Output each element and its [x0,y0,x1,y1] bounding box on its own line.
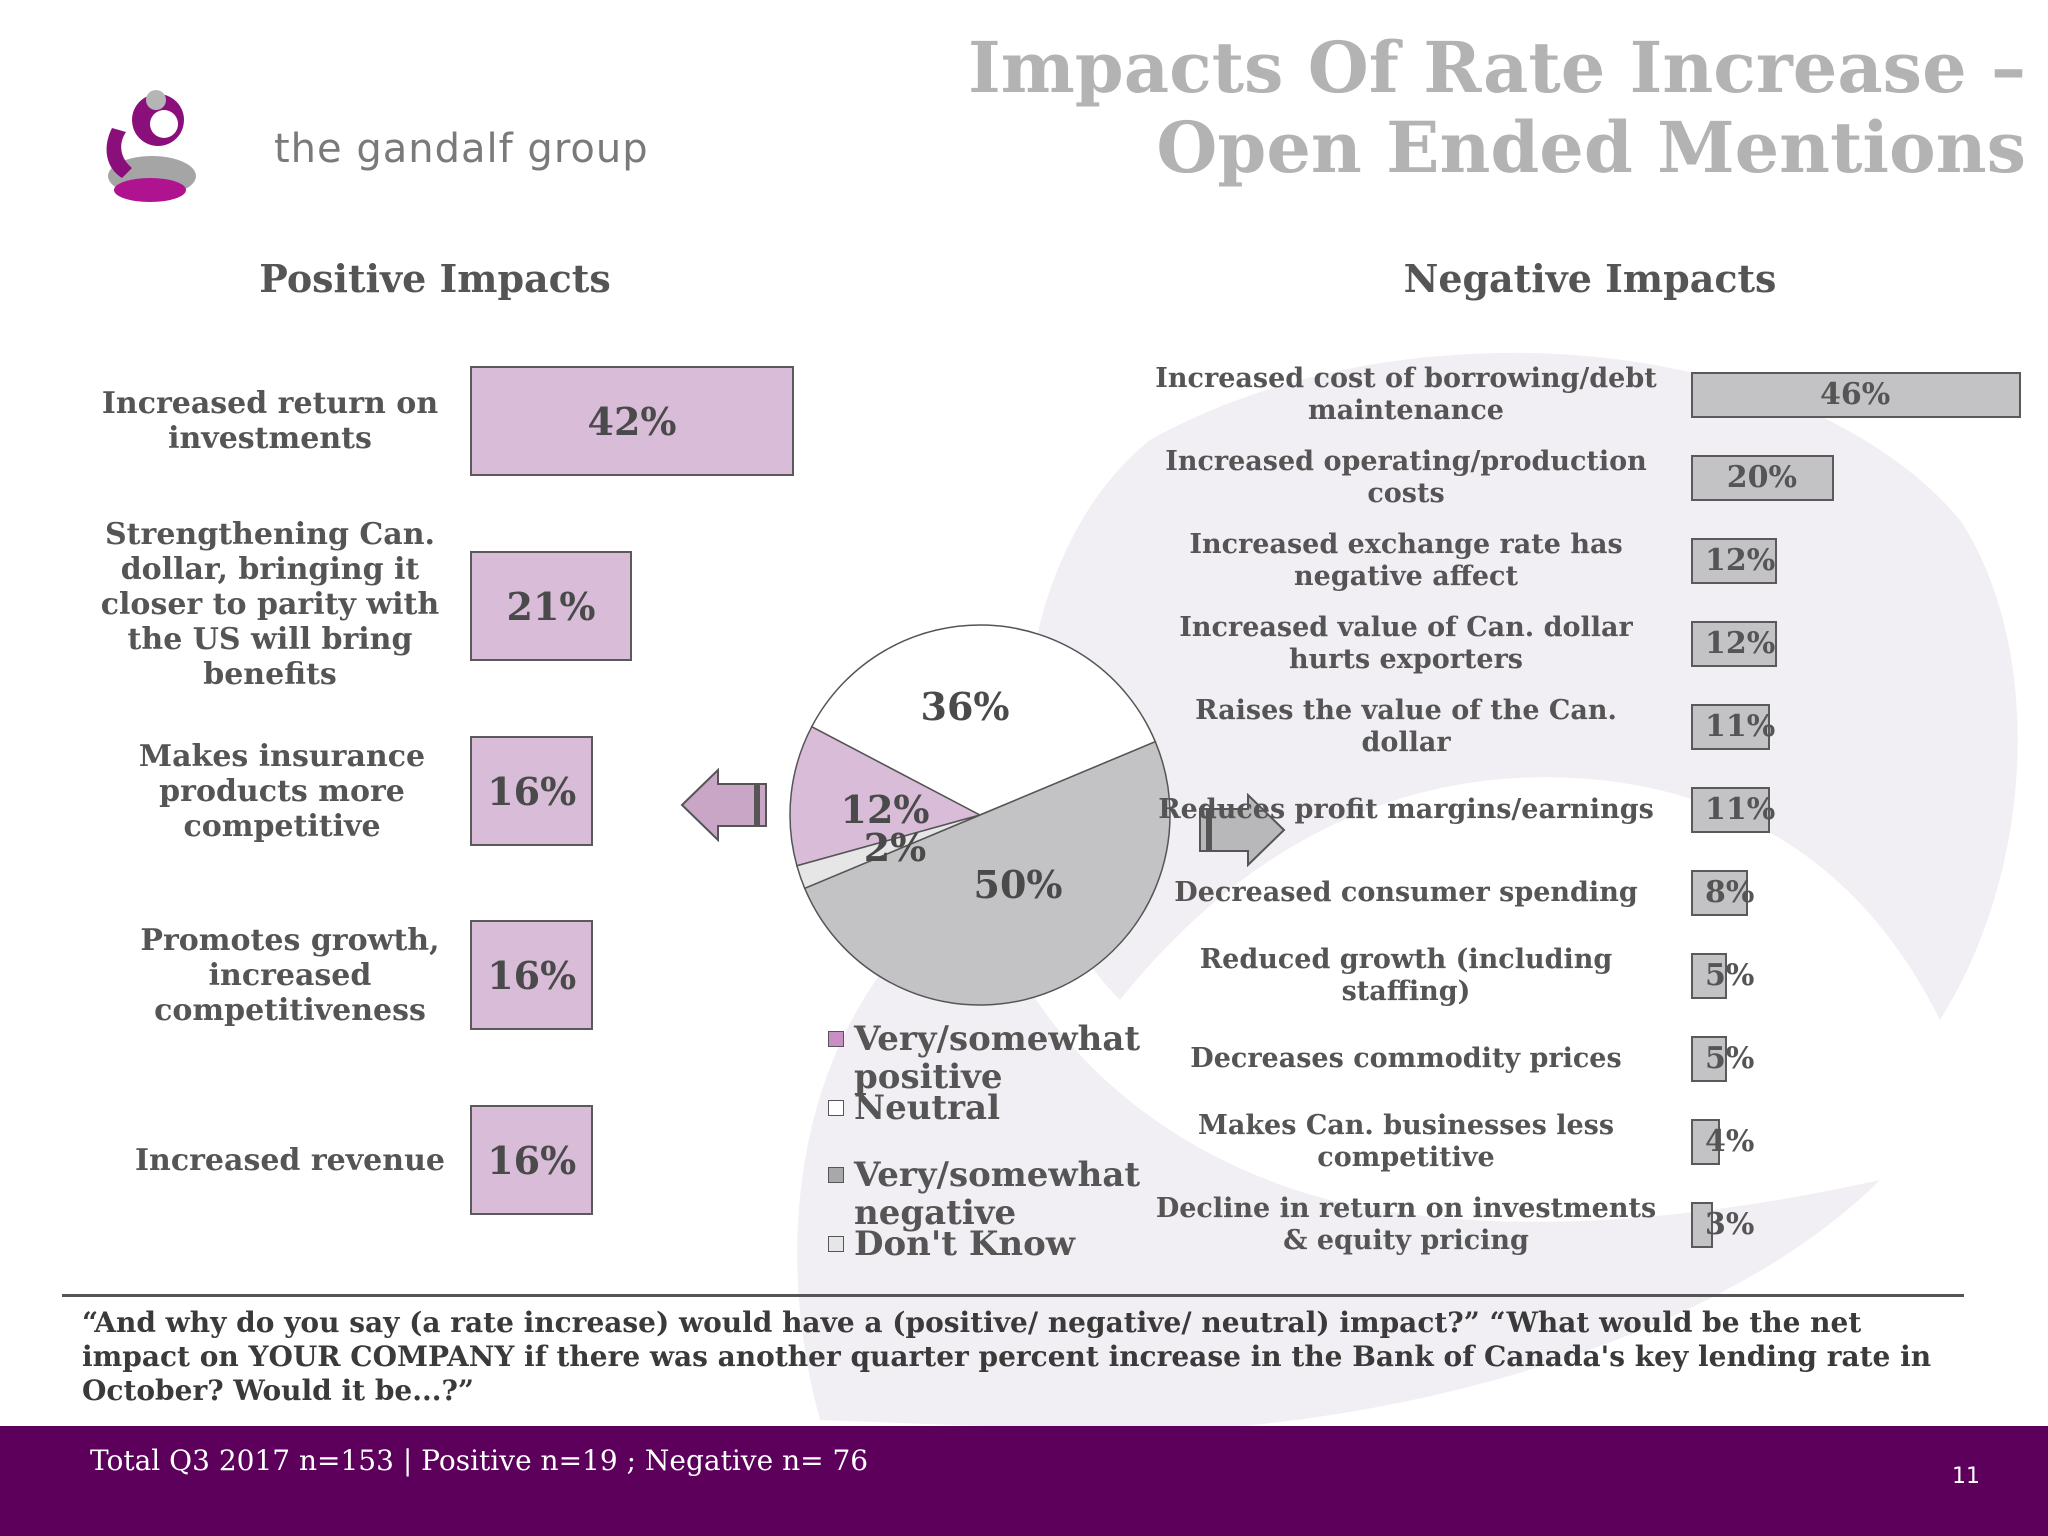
survey-question: “And why do you say (a rate increase) wo… [82,1306,1932,1407]
negative-label: Decreased consumer spending [1174,877,1638,908]
pie-slice-dont-know [795,814,981,890]
legend-label: Neutral [854,1088,1000,1128]
negative-bar [1691,787,1770,833]
negative-bar-value: 12% [1705,626,1776,661]
positive-impacts-heading: Positive Impacts [259,256,611,301]
negative-bar-value: 46% [1820,377,1891,412]
negative-label: Increased value of Can. dollar hurts exp… [1179,612,1633,675]
negative-bar [1691,953,1727,999]
sample-size-note: Total Q3 2017 n=153 | Positive n=19 ; Ne… [90,1444,869,1477]
positive-bar: 16% [470,1105,594,1215]
positive-bar-value: 21% [506,583,596,629]
negative-bar-value: 4% [1705,1124,1755,1159]
page-number: 11 [1952,1464,1980,1489]
negative-bar-value: 11% [1705,792,1776,827]
pie-slice-label: 36% [921,684,1010,729]
legend-label: Very/somewhat positive [854,1019,1141,1097]
negative-bar [1691,1202,1713,1248]
negative-label: Reduces profit margins/earnings [1158,794,1654,825]
pie-slice-label: 12% [841,787,930,832]
negative-label: Decreases commodity prices [1190,1043,1622,1074]
positive-bar: 42% [470,366,794,476]
positive-label: Makes insurance products more competitiv… [138,738,426,844]
positive-bar: 16% [470,920,594,1030]
positive-bar: 16% [470,736,594,846]
negative-bar [1691,1119,1720,1165]
negative-bar-value: 11% [1705,709,1776,744]
legend-swatch-negative [828,1167,844,1183]
footer-bar: Total Q3 2017 n=153 | Positive n=19 ; Ne… [0,1426,2048,1536]
negative-bar [1691,621,1778,667]
legend-item-positive: Very/somewhat positive [828,1020,1158,1096]
positive-bar-value: 16% [487,768,577,814]
pie-slice-negative [803,740,1171,1006]
negative-label: Reduced growth (including staffing) [1199,944,1613,1007]
negative-bar-value: 5% [1705,958,1755,993]
positive-bar-value: 16% [487,1137,577,1183]
negative-label: Makes Can. businesses less competitive [1197,1110,1615,1173]
negative-label: Increased cost of borrowing/debt mainten… [1155,363,1657,426]
title-line-1: Impacts Of Rate Increase – [967,26,2026,109]
negative-impacts-heading: Negative Impacts [1403,256,1777,301]
legend-label: Very/somewhat negative [854,1155,1141,1233]
legend-swatch-positive [828,1031,844,1047]
right-arrow-icon [1199,793,1286,867]
positive-bar: 21% [470,551,632,661]
legend-swatch-neutral [828,1100,844,1116]
negative-bar [1691,704,1770,750]
negative-bar [1691,870,1749,916]
left-arrow-icon [680,768,767,842]
pie-slice-neutral [810,624,1157,816]
positive-label: Increased return on investments [101,386,439,456]
negative-bar [1691,1036,1727,1082]
negative-label: Decline in return on investments & equit… [1155,1193,1657,1256]
positive-bar-value: 42% [587,398,677,444]
negative-label: Increased operating/production costs [1165,446,1647,509]
gandalf-logo [106,90,196,202]
divider [62,1294,1964,1297]
impact-pie-chart: 12% 36% 50% 2% [789,624,1171,1006]
legend-item-neutral: Neutral [828,1089,1158,1129]
legend-swatch-dont-know [828,1236,844,1252]
title-line-2: Open Ended Mentions [1156,106,2026,189]
negative-label: Increased exchange rate has negative aff… [1189,529,1623,592]
negative-bar-value: 8% [1705,875,1755,910]
pie-slice-positive [789,725,983,867]
negative-label: Raises the value of the Can. dollar [1195,695,1617,758]
legend-label: Don't Know [854,1224,1076,1264]
positive-label: Increased revenue [135,1142,445,1178]
legend-item-dont-know: Don't Know [828,1225,1158,1265]
legend-item-negative: Very/somewhat negative [828,1156,1158,1232]
negative-bar [1691,538,1778,584]
pie-slice-label: 50% [974,862,1063,907]
negative-bar-value: 12% [1705,543,1776,578]
negative-bar-value: 20% [1726,460,1797,495]
negative-bar [1691,455,1835,501]
logo-text: the gandalf group [274,126,649,172]
negative-bar [1691,372,2021,418]
positive-label: Promotes growth, increased competitivene… [140,922,440,1028]
pie-slice-label: 2% [864,825,927,870]
positive-label: Strengthening Can. dollar, bringing it c… [100,516,440,692]
negative-bar-value: 5% [1705,1041,1755,1076]
page-title: Impacts Of Rate Increase – Open Ended Me… [926,28,2026,188]
positive-bar-value: 16% [487,952,577,998]
negative-bar-value: 3% [1705,1207,1755,1242]
